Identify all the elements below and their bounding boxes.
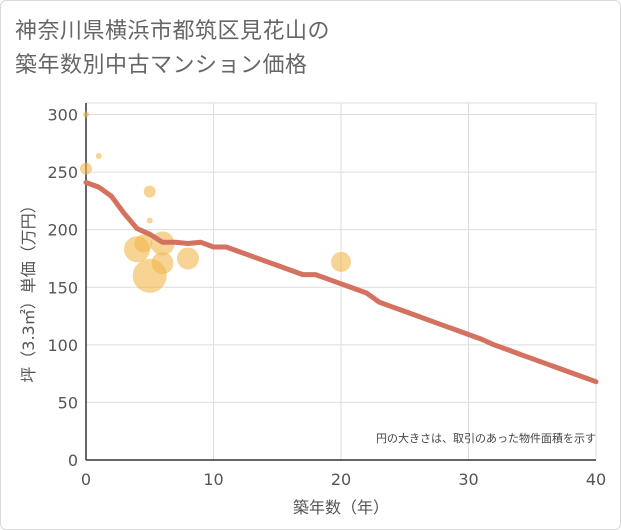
tick-labels: 0 50 100 150 200 250 300 0 10 20 30 40 bbox=[47, 106, 606, 489]
average-price-line bbox=[83, 180, 599, 385]
axes bbox=[85, 103, 596, 461]
trend-line-series bbox=[83, 180, 599, 385]
y-tick-label: 100 bbox=[47, 336, 78, 355]
x-axis-title: 築年数（年） bbox=[293, 498, 389, 517]
y-axis-title: 坪（3.3㎡）単価（万円） bbox=[19, 197, 38, 382]
y-tick-label: 250 bbox=[47, 163, 78, 182]
x-tick-label: 40 bbox=[586, 470, 606, 489]
bubble-series bbox=[80, 111, 351, 293]
grid-lines bbox=[85, 102, 597, 461]
bubble-point bbox=[134, 234, 153, 253]
x-tick-label: 20 bbox=[331, 470, 351, 489]
chart-title: 神奈川県横浜市都筑区見花山の 築年数別中古マンション価格 bbox=[15, 15, 330, 83]
y-tick-label: 300 bbox=[47, 106, 78, 125]
bubble-point bbox=[146, 217, 153, 224]
chart-title-line1: 神奈川県横浜市都筑区見花山の bbox=[15, 19, 331, 44]
bubble-point bbox=[151, 252, 174, 275]
y-tick-label: 50 bbox=[58, 393, 78, 412]
x-tick-label: 10 bbox=[203, 470, 223, 489]
y-tick-label: 0 bbox=[68, 451, 78, 470]
bubble-point bbox=[143, 185, 156, 198]
bubble-size-note: 円の大きさは、取引のあった物件面積を示す bbox=[376, 431, 596, 445]
bubble-point bbox=[80, 162, 92, 175]
bubble-point bbox=[177, 247, 199, 270]
x-tick-label: 0 bbox=[81, 470, 91, 489]
x-tick-label: 30 bbox=[458, 470, 478, 489]
bubble-point bbox=[83, 111, 89, 118]
chart-title-line2: 築年数別中古マンション価格 bbox=[15, 53, 308, 78]
bubble-point bbox=[331, 251, 351, 272]
y-tick-label: 150 bbox=[47, 278, 78, 297]
y-tick-label: 200 bbox=[47, 221, 78, 240]
bubble-point bbox=[95, 152, 102, 159]
